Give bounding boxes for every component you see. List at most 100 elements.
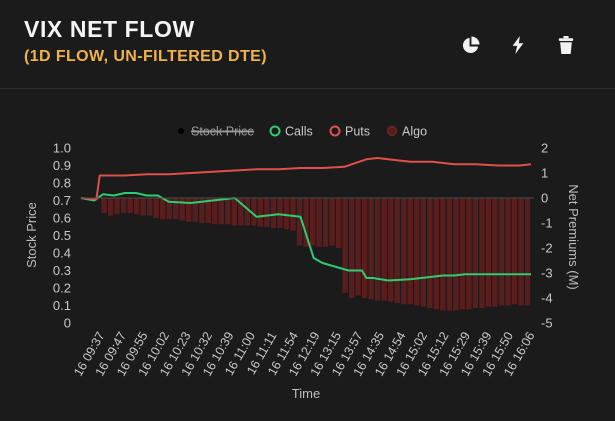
algo-bar [218,198,224,225]
lightning-icon[interactable] [507,34,529,56]
algo-bar [309,198,316,246]
legend-item-puts[interactable]: Puts [329,125,371,139]
algo-bar [394,198,400,303]
algo-bar [322,198,329,247]
trash-icon[interactable] [555,34,577,56]
widget-subtitle: (1D FLOW, UN-FILTERED DTE) [24,48,267,65]
y-tick-left: 1.0 [53,141,71,156]
algo-bar [133,198,140,215]
algo-bar [244,198,251,226]
y-tick-right: -2 [541,241,553,256]
algo-bar [283,198,290,230]
algo-bar [225,198,231,225]
y-tick-left: 0 [64,316,71,331]
legend-marker [178,128,184,134]
legend-marker [387,126,397,136]
algo-bar [277,198,283,228]
algo-bar [127,198,133,213]
algo-bar [186,198,192,222]
algo-bar [147,198,153,216]
algo-bar [270,198,277,228]
algo-bar [362,198,368,298]
algo-bar [173,198,179,220]
algo-bar [329,198,335,246]
algo-bar [466,198,472,310]
algo-bar [407,198,413,305]
algo-bar [427,198,433,308]
legend-label: Algo [402,125,427,139]
algo-bar [199,198,205,223]
y-tick-right: 2 [541,141,548,156]
algo-bar [375,198,381,301]
algo-bar [492,198,498,307]
algo-bar [498,198,505,306]
algo-bar [238,198,244,226]
algo-bar [114,198,120,215]
algo-bar [414,198,420,306]
y-tick-left: 0.6 [53,211,71,226]
algo-bar [342,198,348,293]
legend-item-algo[interactable]: Algo [387,125,428,139]
algo-bar [212,198,218,225]
algo-bar [166,198,172,220]
algo-bar [505,198,511,306]
algo-bar [107,198,114,216]
y-axis-label-left: Stock Price [24,202,39,268]
y-tick-right: -5 [541,316,553,331]
algo-bar [401,198,407,305]
chart-legend: Stock Price Calls Puts Algo [178,125,427,139]
y-tick-right: -1 [541,216,553,231]
y-tick-left: 0.7 [53,193,71,208]
y-tick-right: -4 [541,291,553,306]
legend-marker [269,125,281,137]
y-tick-left: 0.8 [53,176,71,191]
legend-label: Puts [345,125,370,139]
y-tick-left: 0.2 [53,281,71,296]
algo-bar [179,198,185,221]
algo-bar [420,198,426,307]
x-axis-label: Time [292,386,320,401]
algo-bar [251,198,257,226]
algo-bar [160,198,166,220]
algo-bar [440,198,446,311]
y-tick-right: 1 [541,166,548,181]
y-tick-right: -3 [541,266,553,281]
algo-bar [316,198,322,247]
puts-line [80,157,532,201]
legend-marker [329,125,341,137]
algo-bar [153,198,159,218]
y-tick-right: 0 [541,191,548,206]
calls-line [80,192,531,282]
left-axis-ticks: 1.0 0.9 0.8 0.7 0.6 0.5 0.4 0.3 0.2 0.1 0 [53,141,71,331]
algo-bar [101,198,107,213]
algo-bar [485,198,492,307]
algo-bar [381,198,387,301]
algo-bar [518,198,524,306]
algo-bar [290,198,296,231]
legend-item-stock-price[interactable]: Stock Price [178,125,254,139]
series-lines [80,157,532,282]
y-tick-left: 0.4 [53,246,71,261]
algo-bar [231,198,238,226]
algo-bar [264,198,270,227]
pie-chart-icon[interactable] [459,34,481,56]
algo-bar [192,198,198,222]
algo-bar [296,198,303,246]
algo-bar [446,198,453,311]
algo-bar [472,198,479,308]
y-tick-left: 0.1 [53,298,71,313]
algo-bar [355,198,361,296]
algo-bar [459,198,466,310]
algo-bars [101,198,531,311]
widget-title: VIX NET FLOW [24,16,195,42]
legend-label: Calls [285,125,313,139]
y-axis-label-right: Net Premiums (M) [566,184,581,289]
algo-bar [524,198,531,306]
algo-bar [303,198,309,247]
legend-item-calls[interactable]: Calls [269,125,313,139]
algo-bar [205,198,211,223]
right-axis-ticks: 2 1 0 -1 -2 -3 -4 -5 [541,141,553,331]
